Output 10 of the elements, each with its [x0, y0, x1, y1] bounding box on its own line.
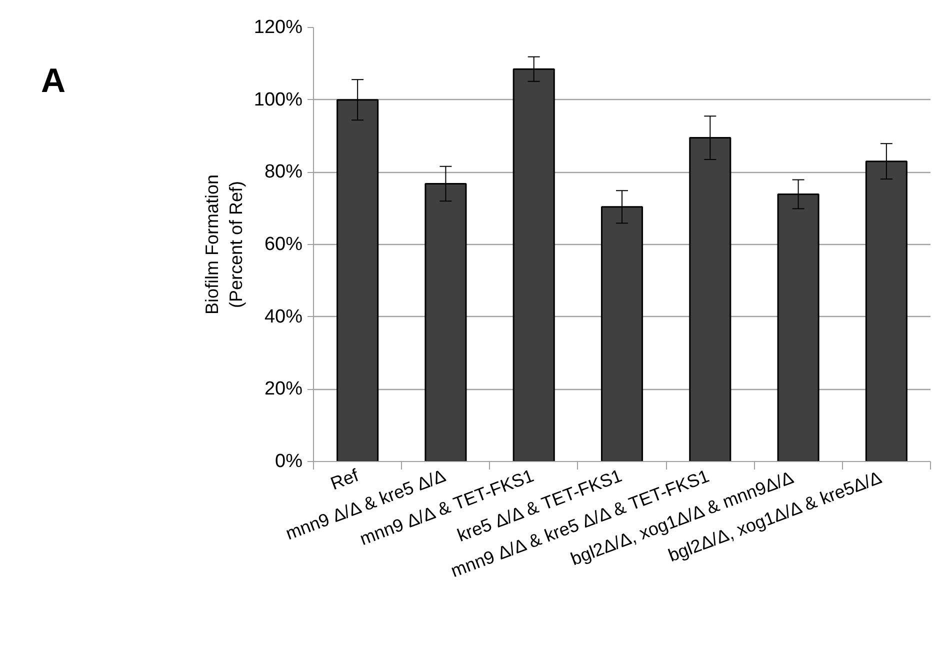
text: A — [41, 61, 66, 102]
y-tick-label: 20% — [264, 378, 303, 400]
y-tick-label: 80% — [264, 162, 303, 183]
x-tick-label: Ref — [328, 464, 362, 494]
y-tick-label: 0% — [275, 451, 303, 472]
y-tick-label: 60% — [264, 234, 303, 255]
y-tick-label: 40% — [264, 306, 303, 328]
y-tick-label: 120% — [254, 17, 303, 38]
y-tick-label: 100% — [254, 89, 303, 110]
y-axis-title: Biofilm Formation (Percent of Ref) — [202, 174, 246, 315]
